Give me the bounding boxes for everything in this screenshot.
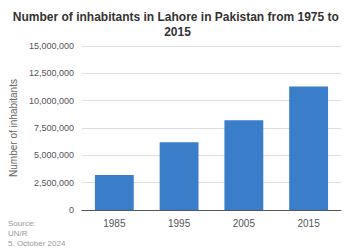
svg-text:2,500,000: 2,500,000 (34, 178, 74, 188)
svg-text:Number of inhabitants: Number of inhabitants (8, 79, 19, 177)
svg-text:1995: 1995 (168, 218, 191, 229)
svg-text:15,000,000: 15,000,000 (29, 41, 74, 51)
svg-text:10,000,000: 10,000,000 (29, 96, 74, 106)
svg-text:UN/R: UN/R (8, 229, 28, 238)
svg-text:0: 0 (69, 205, 74, 215)
svg-text:2015: 2015 (297, 218, 320, 229)
svg-text:5,000,000: 5,000,000 (34, 150, 74, 160)
svg-text:12,500,000: 12,500,000 (29, 68, 74, 78)
svg-text:5. October 2024: 5. October 2024 (8, 239, 66, 248)
svg-text:Source:: Source: (8, 219, 36, 228)
svg-text:7,500,000: 7,500,000 (34, 123, 74, 133)
svg-text:2005: 2005 (233, 218, 256, 229)
svg-text:1985: 1985 (103, 218, 126, 229)
svg-text:2015: 2015 (164, 25, 191, 39)
svg-text:Number of inhabitants in Lahor: Number of inhabitants in Lahore in Pakis… (13, 10, 342, 24)
